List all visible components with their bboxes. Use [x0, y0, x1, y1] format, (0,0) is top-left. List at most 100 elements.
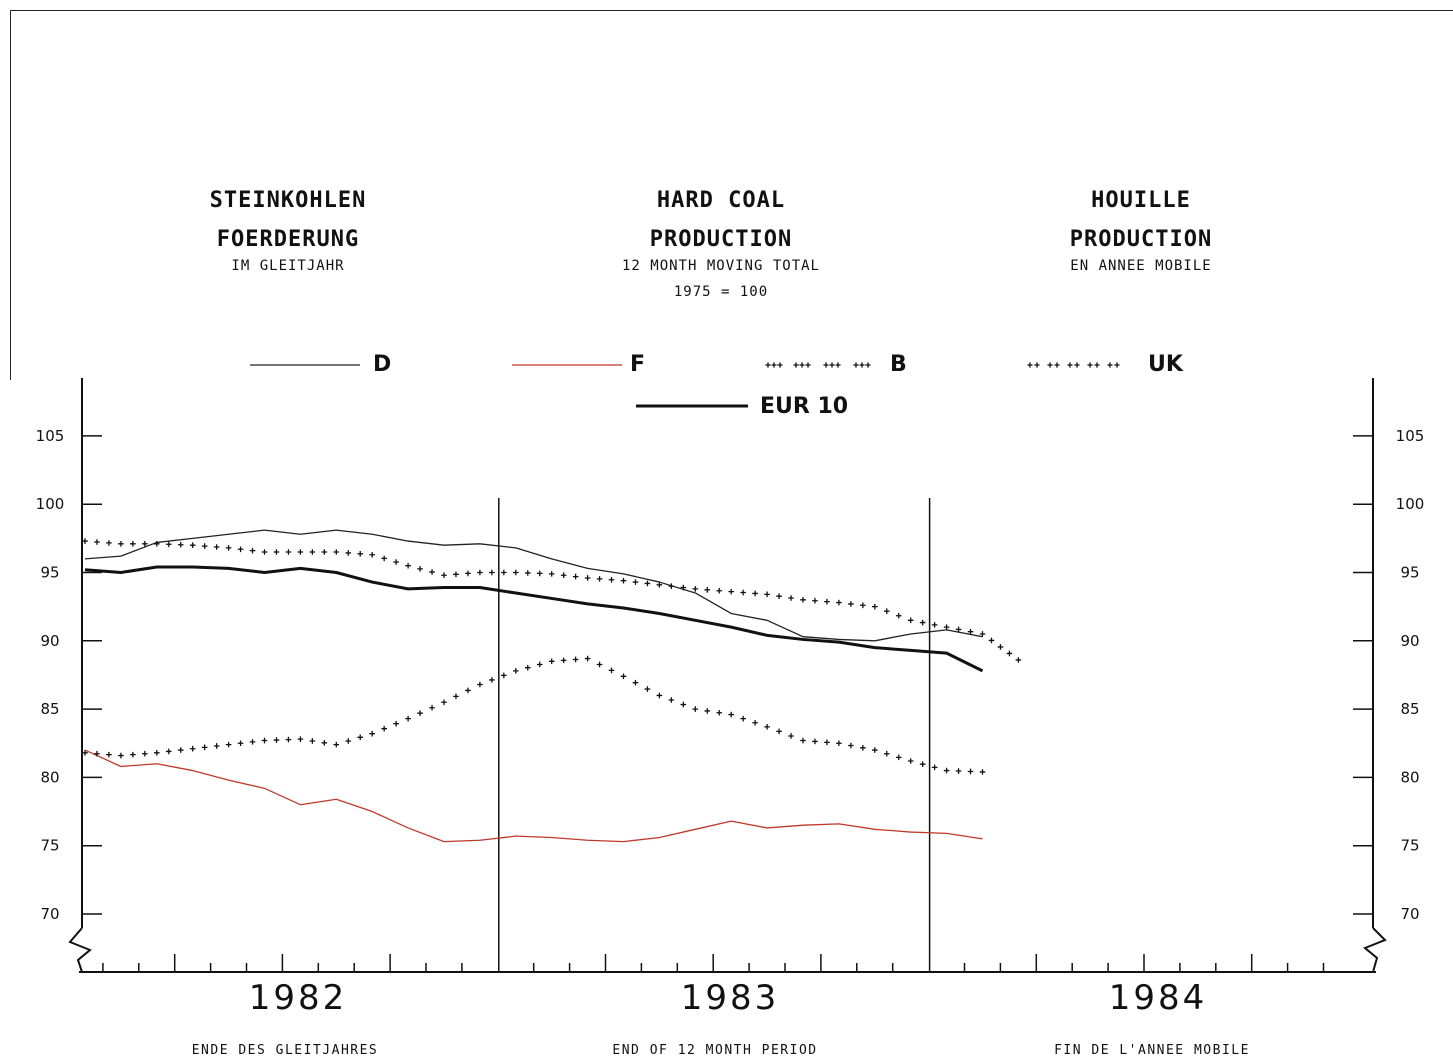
- series-marker-uk: [453, 693, 459, 700]
- series-marker-b: [524, 570, 531, 576]
- y-tick-label-right: 80: [1400, 768, 1419, 786]
- series-marker-b: [154, 541, 160, 547]
- series-marker-uk: [644, 686, 651, 692]
- series-marker-b: [572, 573, 579, 580]
- series-marker-uk: [800, 737, 806, 744]
- series-marker-b: [82, 538, 88, 544]
- legend-marker-b: [799, 362, 805, 368]
- legend-marker-uk: [1067, 362, 1073, 368]
- series-marker-b: [656, 581, 663, 588]
- series-marker-b: [106, 540, 112, 546]
- title-en-base: 1975 = 100: [673, 284, 769, 300]
- series-marker-b: [536, 570, 543, 577]
- legend-marker-b: [829, 362, 835, 368]
- legend-marker-b: [765, 362, 771, 368]
- series-marker-uk: [513, 668, 519, 674]
- series-marker-b: [381, 555, 387, 562]
- series-marker-uk: [704, 708, 711, 714]
- series-marker-uk: [632, 679, 639, 686]
- title-en: HARD COAL PRODUCTION 12 MONTH MOVING TOT…: [593, 188, 849, 300]
- series-marker-uk: [608, 667, 615, 674]
- series-marker-uk: [584, 655, 591, 662]
- legend-marker-uk: [1094, 362, 1100, 368]
- series-marker-b: [931, 622, 938, 628]
- legend-marker-uk: [1027, 362, 1033, 368]
- series-marker-uk: [118, 752, 124, 759]
- series-marker-b: [632, 579, 639, 585]
- series-marker-uk: [907, 758, 914, 764]
- series-marker-uk: [94, 750, 100, 757]
- series-marker-b: [237, 546, 244, 553]
- series-marker-uk: [417, 710, 423, 716]
- series-marker-uk: [477, 681, 483, 688]
- legend-label-uk: UK: [1148, 352, 1183, 377]
- legend-marker-uk: [1034, 362, 1040, 368]
- series-marker-b: [417, 566, 423, 572]
- legend-marker-b: [853, 362, 859, 368]
- series-marker-b: [501, 569, 507, 576]
- series-marker-uk: [656, 692, 663, 699]
- series-marker-uk: [309, 738, 316, 744]
- series-marker-b: [225, 545, 232, 551]
- series-marker-uk: [489, 677, 495, 683]
- series-marker-uk: [177, 747, 184, 753]
- title-en-line1: HARD COAL: [656, 188, 786, 213]
- series-marker-b: [728, 588, 734, 595]
- series-marker-b: [704, 587, 711, 593]
- series-marker-uk: [501, 672, 507, 679]
- series-line-d: [84, 529, 983, 642]
- footer-de: ENDE DES GLEITJAHRES: [191, 1043, 379, 1058]
- legend-marker-uk: [1107, 362, 1113, 368]
- legend-marker-b: [793, 362, 799, 368]
- series-marker-uk: [333, 741, 340, 748]
- series-marker-uk: [261, 737, 268, 744]
- series-marker-b: [118, 541, 124, 547]
- title-de: STEINKOHLEN FOERDERUNG IM GLEITJAHR: [180, 188, 396, 274]
- series-marker-b: [907, 617, 914, 624]
- title-de-line2: FOERDERUNG: [216, 227, 360, 252]
- series-marker-b: [716, 587, 723, 594]
- series-marker-uk: [321, 739, 328, 746]
- series-marker-uk: [764, 724, 770, 730]
- series-marker-uk: [812, 738, 818, 745]
- series-marker-uk: [883, 750, 890, 757]
- series-marker-uk: [465, 687, 471, 694]
- series-marker-b: [740, 589, 746, 596]
- series-marker-b: [441, 572, 447, 579]
- y-tick-label-left: 80: [40, 768, 59, 786]
- series-marker-b: [285, 549, 292, 555]
- series-marker-uk: [369, 730, 375, 737]
- right-axis-break: [1363, 927, 1387, 973]
- series-marker-b: [465, 570, 471, 577]
- series-marker-uk: [740, 715, 746, 722]
- series-marker-b: [919, 619, 926, 626]
- series-marker-uk: [165, 748, 172, 755]
- title-en-line2: PRODUCTION: [649, 227, 793, 252]
- title-fr-line1: HOUILLE: [1091, 188, 1191, 213]
- series-marker-uk: [106, 751, 112, 758]
- series-marker-uk: [680, 701, 687, 708]
- series-marker-uk: [836, 740, 842, 747]
- series-marker-b: [800, 597, 806, 603]
- legend-label-d: D: [373, 352, 392, 377]
- y-tick-label-right: 85: [1400, 700, 1419, 718]
- series-marker-b: [201, 543, 208, 549]
- series-marker-b: [872, 603, 878, 610]
- series-marker-uk: [297, 736, 304, 742]
- series-marker-b: [189, 542, 196, 548]
- y-tick-label-right: 95: [1400, 564, 1419, 582]
- footer-en: END OF 12 MONTH PERIOD: [612, 1043, 818, 1058]
- series-line-eur10: [84, 565, 984, 673]
- series-marker-uk: [429, 704, 435, 711]
- title-fr-line2: PRODUCTION: [1069, 227, 1213, 252]
- frame-left-border: [10, 10, 11, 380]
- title-de-line1: STEINKOHLEN: [209, 188, 367, 213]
- series-marker-b: [345, 550, 352, 556]
- legend-label-f: F: [630, 352, 646, 377]
- series-marker-b: [453, 571, 459, 578]
- legend-marker-uk: [1114, 362, 1120, 368]
- series-marker-uk: [919, 761, 926, 767]
- series-marker-b: [261, 549, 268, 555]
- series-marker-b: [988, 637, 995, 644]
